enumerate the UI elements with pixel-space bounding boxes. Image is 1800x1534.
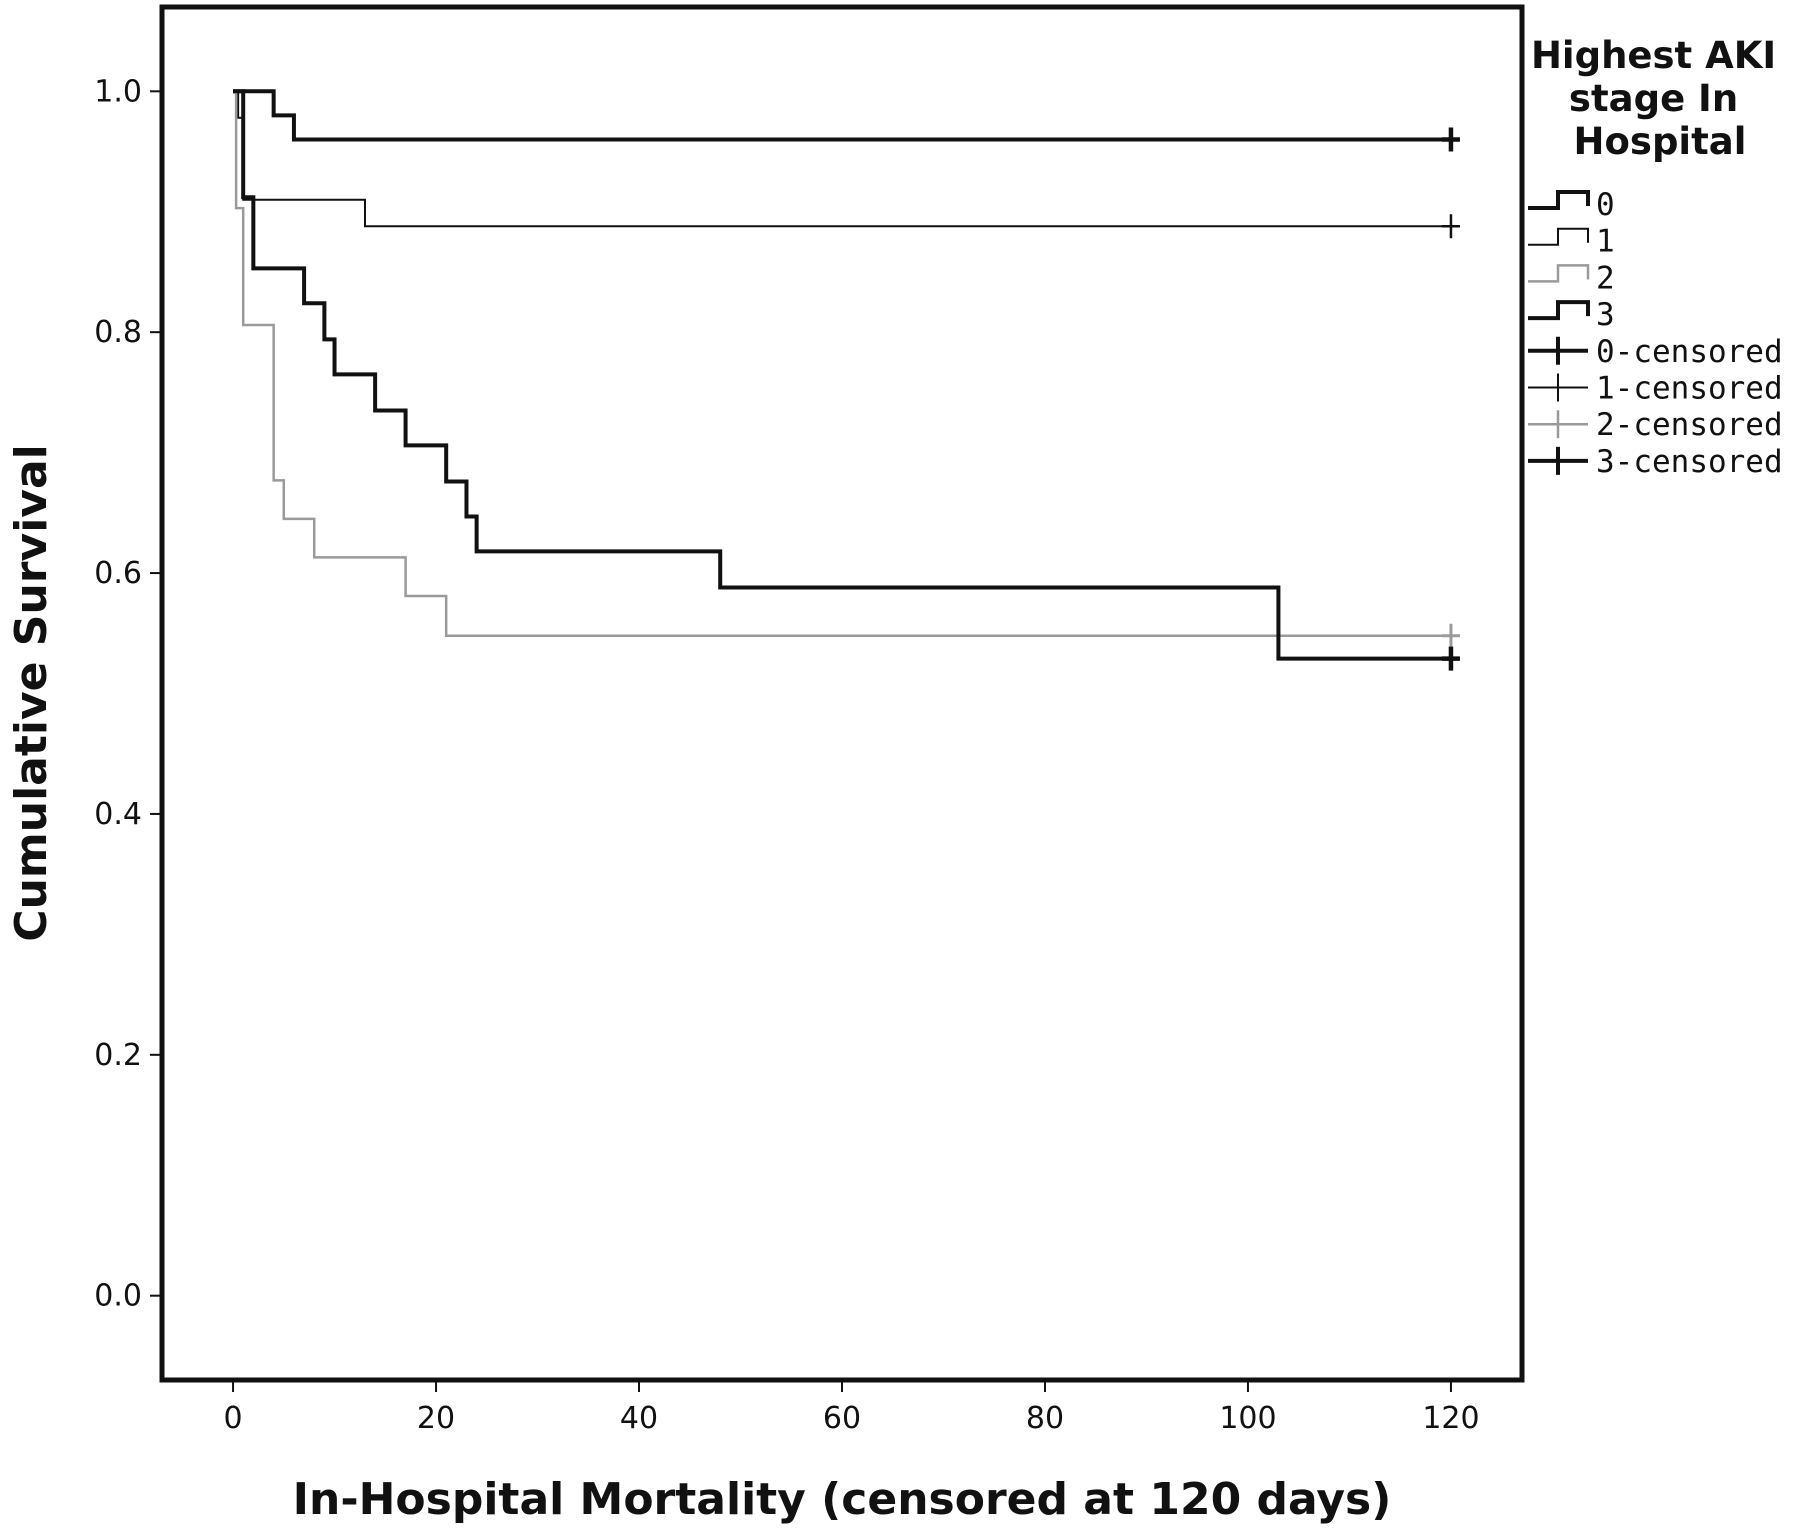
y-tick-label: 0.6	[94, 556, 142, 591]
y-tick-label: 0.2	[94, 1038, 142, 1073]
y-axis-title: Cumulative Survival	[6, 444, 57, 941]
series-0-line	[233, 89, 1451, 142]
series-2-censor-mark	[1441, 623, 1460, 648]
legend-label-1: 1	[1596, 224, 1615, 260]
y-tick-label: 0.4	[94, 797, 142, 832]
legend-swatch-3-censored	[1528, 446, 1588, 475]
x-tick-label: 80	[1026, 1401, 1064, 1436]
x-tick-label: 100	[1219, 1401, 1276, 1436]
legend-title-line-2: stage In	[1569, 77, 1738, 120]
legend-label-0-censored: 0-censored	[1596, 334, 1783, 370]
legend-swatch-0-censored	[1528, 336, 1588, 365]
legend-title-line-1: Highest AKI	[1531, 34, 1776, 77]
legend-swatch-1	[1528, 227, 1589, 246]
y-tick-label: 0.0	[94, 1279, 142, 1314]
series-layer	[233, 89, 1451, 661]
legend-swatch-1-censored	[1528, 373, 1588, 402]
x-tick-label: 0	[223, 1401, 242, 1436]
series-2-line	[233, 90, 1451, 637]
legend-label-2-censored: 2-censored	[1596, 407, 1783, 443]
x-tick-label: 60	[823, 1401, 861, 1436]
x-axis-title: In-Hospital Mortality (censored at 120 d…	[293, 1474, 1392, 1525]
legend-entries: 01230-censored1-censored2-censored3-cens…	[1528, 187, 1783, 480]
censor-layer	[1441, 127, 1460, 671]
legend-title-line-3: Hospital	[1574, 120, 1747, 163]
series-3-censor-mark	[1441, 646, 1460, 671]
y-tick-label: 0.8	[94, 315, 142, 350]
legend: Highest AKI stage In Hospital 01230-cens…	[1528, 34, 1789, 480]
legend-swatch-0	[1528, 190, 1590, 210]
legend-swatch-2-censored	[1528, 410, 1588, 439]
legend-swatch-2	[1528, 264, 1590, 283]
x-tick-label: 120	[1422, 1401, 1479, 1436]
x-tick-label: 40	[620, 1401, 658, 1436]
y-tick-label: 1.0	[94, 74, 142, 109]
series-3-line	[233, 89, 1451, 661]
y-axis: 0.0 0.2 0.4 0.6 0.8 1.0	[94, 74, 162, 1314]
x-tick-label: 20	[417, 1401, 455, 1436]
x-axis: 0 20 40 60 80 100 120	[223, 1380, 1480, 1436]
legend-swatch-3	[1528, 300, 1590, 321]
legend-title: Highest AKI stage In Hospital	[1531, 34, 1789, 163]
series-0-censor-mark	[1441, 127, 1460, 152]
legend-label-2: 2	[1596, 260, 1615, 296]
legend-label-1-censored: 1-censored	[1596, 371, 1783, 407]
legend-label-0: 0	[1596, 187, 1615, 223]
series-1-censor-mark	[1441, 214, 1460, 239]
legend-label-3-censored: 3-censored	[1596, 444, 1783, 480]
legend-label-3: 3	[1596, 297, 1615, 333]
